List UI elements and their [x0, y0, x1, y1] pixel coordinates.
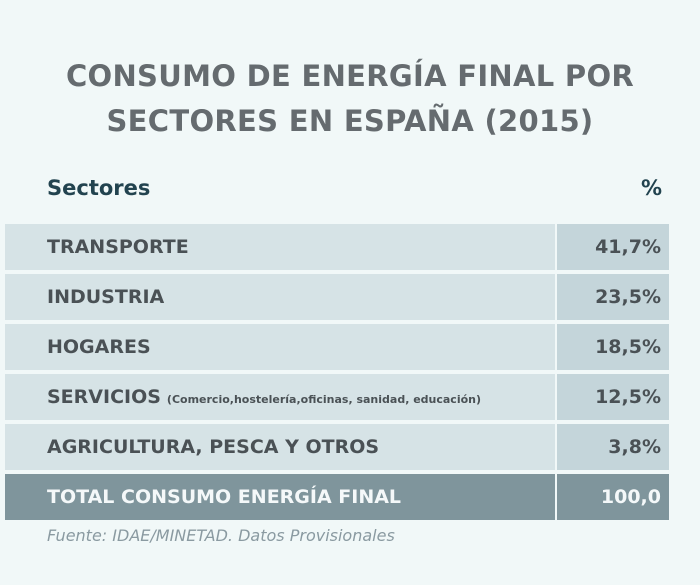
page-title: CONSUMO DE ENERGÍA FINAL POR SECTORES EN…: [0, 54, 700, 144]
table-row: HOGARES 18,5%: [5, 324, 669, 370]
header-sectors: Sectores: [47, 176, 151, 200]
table-row: INDUSTRIA 23,5%: [5, 274, 669, 320]
total-row: TOTAL CONSUMO ENERGÍA FINAL 100,0: [5, 474, 669, 520]
total-value: 100,0: [557, 474, 669, 520]
title-line-2: SECTORES EN ESPAÑA (2015): [106, 104, 594, 138]
sector-cell: AGRICULTURA, PESCA Y OTROS: [5, 424, 555, 470]
header-percent: %: [640, 176, 662, 200]
source-note: Fuente: IDAE/MINETAD. Datos Provisionale…: [47, 526, 395, 545]
sector-name: TRANSPORTE: [47, 236, 189, 258]
table-row: AGRICULTURA, PESCA Y OTROS 3,8%: [5, 424, 669, 470]
sector-name: INDUSTRIA: [47, 286, 165, 308]
energy-table: TRANSPORTE 41,7% INDUSTRIA 23,5% HOGARES…: [5, 224, 669, 524]
table-row: SERVICIOS (Comercio,hostelería,oficinas, …: [5, 374, 669, 420]
table-header: Sectores %: [47, 176, 662, 212]
sector-name: AGRICULTURA, PESCA Y OTROS: [47, 436, 380, 458]
total-label-cell: TOTAL CONSUMO ENERGÍA FINAL: [5, 474, 555, 520]
sector-cell: SERVICIOS (Comercio,hostelería,oficinas, …: [5, 374, 555, 420]
percent-cell: 3,8%: [557, 424, 669, 470]
sector-cell: TRANSPORTE: [5, 224, 555, 270]
total-label: TOTAL CONSUMO ENERGÍA FINAL: [47, 486, 402, 508]
title-line-1: CONSUMO DE ENERGÍA FINAL POR: [65, 59, 635, 93]
sector-name: HOGARES: [47, 336, 151, 358]
sector-note: (Comercio,hostelería,oficinas, sanidad, …: [166, 393, 482, 406]
sector-cell: INDUSTRIA: [5, 274, 555, 320]
percent-cell: 12,5%: [557, 374, 669, 420]
sector-cell: HOGARES: [5, 324, 555, 370]
percent-cell: 41,7%: [557, 224, 669, 270]
percent-cell: 23,5%: [557, 274, 669, 320]
sector-name: SERVICIOS: [47, 386, 161, 408]
table-row: TRANSPORTE 41,7%: [5, 224, 669, 270]
percent-cell: 18,5%: [557, 324, 669, 370]
